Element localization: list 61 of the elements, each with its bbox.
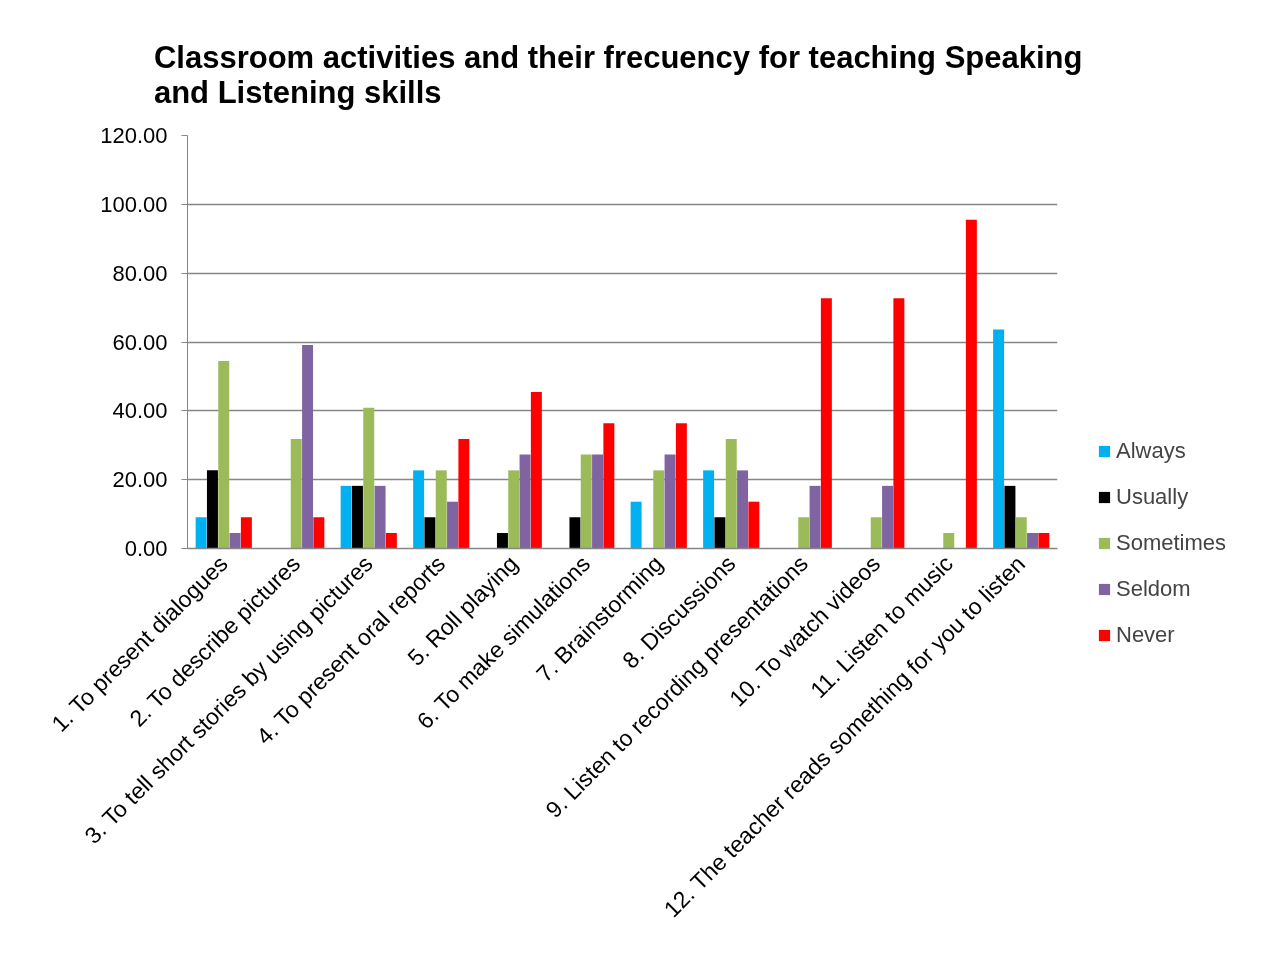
- bar: [893, 298, 905, 549]
- bar: [603, 423, 615, 549]
- bar: [580, 454, 592, 549]
- bar: [313, 517, 325, 549]
- bar: [703, 470, 715, 549]
- bar: [592, 454, 604, 549]
- bar: [820, 298, 832, 549]
- bar: [435, 470, 447, 549]
- legend-label: Seldom: [1116, 576, 1191, 602]
- bar: [1004, 485, 1016, 549]
- bar: [748, 501, 760, 549]
- y-tick-label: 40.00: [112, 398, 168, 424]
- legend-label: Never: [1116, 622, 1175, 648]
- y-tick-label: 20.00: [112, 467, 168, 493]
- chart-title: Classroom activities and their frecuency for teaching Speaking and Listening skills: [153, 39, 1083, 110]
- bar: [290, 439, 302, 549]
- bar: [340, 485, 352, 549]
- bar: [569, 517, 581, 549]
- y-tick-label: 0.00: [124, 536, 168, 561]
- bar: [302, 345, 314, 549]
- bar: [798, 517, 810, 549]
- bar: [447, 501, 459, 549]
- bar: [385, 533, 397, 549]
- bar: [363, 407, 375, 549]
- bar: [240, 517, 252, 549]
- bar: [519, 454, 531, 549]
- bar: [458, 439, 470, 549]
- y-tick-label: 100.00: [100, 191, 168, 217]
- bar: [218, 360, 230, 549]
- bar: [508, 470, 520, 549]
- bar: [195, 517, 207, 549]
- bar: [1015, 517, 1027, 549]
- bar: [664, 454, 676, 549]
- legend-label: Always: [1116, 438, 1186, 464]
- bar: [229, 533, 241, 549]
- bar: [993, 329, 1005, 549]
- bar: [413, 470, 425, 549]
- bar: [653, 470, 665, 549]
- bar: [714, 517, 726, 549]
- bar: [374, 485, 386, 549]
- y-tick-label: 60.00: [112, 329, 168, 355]
- bar: [1038, 533, 1050, 549]
- legend-label: Sometimes: [1116, 530, 1227, 556]
- bar: [965, 219, 977, 549]
- bar: [530, 391, 542, 549]
- legend-label: Usually: [1116, 484, 1189, 510]
- bar: [630, 501, 642, 549]
- bar: [725, 439, 737, 549]
- y-tick-label: 120.00: [100, 123, 168, 148]
- bar: [737, 470, 749, 549]
- bar: [943, 533, 955, 549]
- bar: [809, 485, 821, 549]
- bar: [675, 423, 687, 549]
- bar: [206, 470, 218, 549]
- bar: [1027, 533, 1039, 549]
- bar: [496, 533, 508, 549]
- y-tick-label: 80.00: [112, 260, 168, 286]
- bar: [424, 517, 436, 549]
- bar: [351, 485, 363, 549]
- bar: [882, 485, 894, 549]
- bar: [870, 517, 882, 549]
